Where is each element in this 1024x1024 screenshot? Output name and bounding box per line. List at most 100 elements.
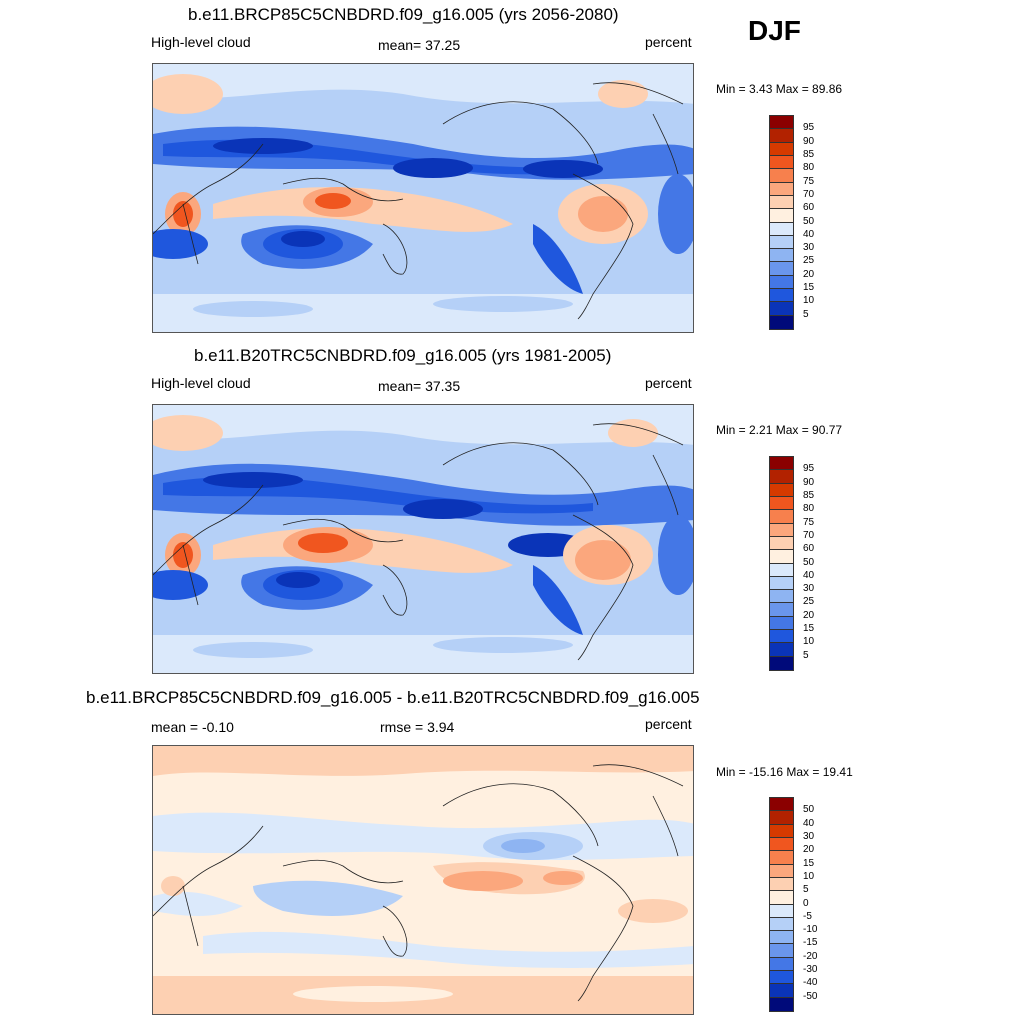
colorbar-swatch xyxy=(770,129,793,143)
panel-2-colorbar xyxy=(769,456,794,671)
colorbar-tick-label: 5 xyxy=(803,308,809,320)
colorbar-swatch xyxy=(770,917,793,932)
colorbar-swatch xyxy=(770,864,793,878)
colorbar-swatch xyxy=(770,249,793,263)
colorbar-swatch xyxy=(770,971,793,985)
colorbar-tick-label: -10 xyxy=(803,924,818,936)
panel-3-rmse-label: rmse = 3.94 xyxy=(380,719,455,735)
colorbar-tick-label: 40 xyxy=(803,817,815,829)
panel-1-mean-label: mean= 37.25 xyxy=(378,37,461,53)
colorbar-tick-label: -30 xyxy=(803,964,818,976)
colorbar-swatch xyxy=(770,315,793,329)
colorbar-swatch xyxy=(770,891,793,905)
colorbar-swatch xyxy=(770,957,793,972)
colorbar-tick-label: 20 xyxy=(803,609,815,621)
panel-2-title: b.e11.B20TRC5CNBDRD.f09_g16.005 (yrs 198… xyxy=(194,346,612,365)
colorbar-swatch xyxy=(770,496,793,511)
panel-1-colorbar xyxy=(769,115,794,330)
colorbar-tick-label: 10 xyxy=(803,870,815,882)
panel-1-units-label: percent xyxy=(645,34,692,50)
colorbar-tick-label: 75 xyxy=(803,516,815,528)
panel-2-mean-label: mean= 37.35 xyxy=(378,378,461,394)
colorbar-tick-label: 25 xyxy=(803,596,815,608)
colorbar-tick-label: 15 xyxy=(803,282,815,294)
colorbar-tick-label: 20 xyxy=(803,844,815,856)
colorbar-tick-label: 95 xyxy=(803,463,815,475)
colorbar-tick-label: 20 xyxy=(803,268,815,280)
panel-1-title: b.e11.BRCP85C5CNBDRD.f09_g16.005 (yrs 20… xyxy=(188,5,619,24)
colorbar-tick-label: 60 xyxy=(803,202,815,214)
colorbar-tick-label: 5 xyxy=(803,884,809,896)
colorbar-tick-label: 80 xyxy=(803,162,815,174)
panel-1-minmax: Min = 3.43 Max = 89.86 xyxy=(716,82,843,96)
colorbar-tick-label: 30 xyxy=(803,242,815,254)
colorbar-tick-label: 5 xyxy=(803,649,809,661)
colorbar-tick-label: -15 xyxy=(803,937,818,949)
panel-3-minmax: Min = -15.16 Max = 19.41 xyxy=(716,765,853,779)
colorbar-tick-label: 0 xyxy=(803,897,809,909)
colorbar-tick-label: 85 xyxy=(803,148,815,160)
panel-3-mean-label: mean = -0.10 xyxy=(151,719,234,735)
colorbar-swatch xyxy=(770,235,793,250)
colorbar-swatch xyxy=(770,523,793,537)
colorbar-swatch xyxy=(770,510,793,524)
panel-3-map xyxy=(152,745,694,1015)
colorbar-swatch xyxy=(770,563,793,577)
colorbar-swatch xyxy=(770,222,793,236)
panel-2-minmax: Min = 2.21 Max = 90.77 xyxy=(716,423,843,437)
colorbar-tick-label: -5 xyxy=(803,910,812,922)
colorbar-swatch xyxy=(770,630,793,644)
colorbar-tick-label: 30 xyxy=(803,583,815,595)
colorbar-swatch xyxy=(770,798,793,812)
panel-3-title: b.e11.BRCP85C5CNBDRD.f09_g16.005 - b.e11… xyxy=(86,688,700,707)
coastlines xyxy=(153,82,684,320)
colorbar-swatch xyxy=(770,944,793,958)
colorbar-tick-label: 70 xyxy=(803,529,815,541)
colorbar-tick-label: 60 xyxy=(803,543,815,555)
colorbar-swatch xyxy=(770,142,793,156)
season-label: DJF xyxy=(748,15,801,46)
colorbar-tick-label: 50 xyxy=(803,215,815,227)
colorbar-tick-label: 50 xyxy=(803,804,815,816)
colorbar-swatch xyxy=(770,155,793,170)
colorbar-swatch xyxy=(770,195,793,210)
colorbar-swatch xyxy=(770,116,793,130)
colorbar-swatch xyxy=(770,209,793,223)
colorbar-tick-label: 15 xyxy=(803,623,815,635)
colorbar-swatch xyxy=(770,536,793,551)
colorbar-tick-label: 10 xyxy=(803,295,815,307)
colorbar-swatch xyxy=(770,877,793,892)
colorbar-tick-label: 90 xyxy=(803,135,815,147)
panel-3-units-label: percent xyxy=(645,716,692,732)
difference-fields xyxy=(153,746,693,1014)
colorbar-tick-label: 95 xyxy=(803,122,815,134)
colorbar-swatch xyxy=(770,470,793,484)
colorbar-swatch xyxy=(770,483,793,497)
colorbar-tick-label: 10 xyxy=(803,636,815,648)
colorbar-swatch xyxy=(770,811,793,825)
colorbar-swatch xyxy=(770,289,793,303)
colorbar-swatch xyxy=(770,302,793,316)
panel-3-colorbar xyxy=(769,797,794,1012)
panel-1-variable-label: High-level cloud xyxy=(151,34,251,50)
colorbar-swatch xyxy=(770,643,793,657)
colorbar-tick-label: 75 xyxy=(803,175,815,187)
colorbar-swatch xyxy=(770,931,793,945)
colorbar-tick-label: 30 xyxy=(803,830,815,842)
colorbar-swatch xyxy=(770,169,793,183)
panel-2-variable-label: High-level cloud xyxy=(151,375,251,391)
colorbar-swatch xyxy=(770,275,793,290)
colorbar-swatch xyxy=(770,182,793,196)
colorbar-swatch xyxy=(770,262,793,276)
cloud-fields xyxy=(153,405,693,673)
colorbar-tick-label: 85 xyxy=(803,489,815,501)
panel-2-map xyxy=(152,404,694,674)
colorbar-tick-label: -20 xyxy=(803,950,818,962)
colorbar-swatch xyxy=(770,603,793,617)
colorbar-tick-label: 40 xyxy=(803,228,815,240)
colorbar-swatch xyxy=(770,824,793,838)
colorbar-tick-label: 80 xyxy=(803,503,815,515)
colorbar-swatch xyxy=(770,997,793,1011)
colorbar-tick-label: 70 xyxy=(803,188,815,200)
colorbar-tick-label: 15 xyxy=(803,857,815,869)
